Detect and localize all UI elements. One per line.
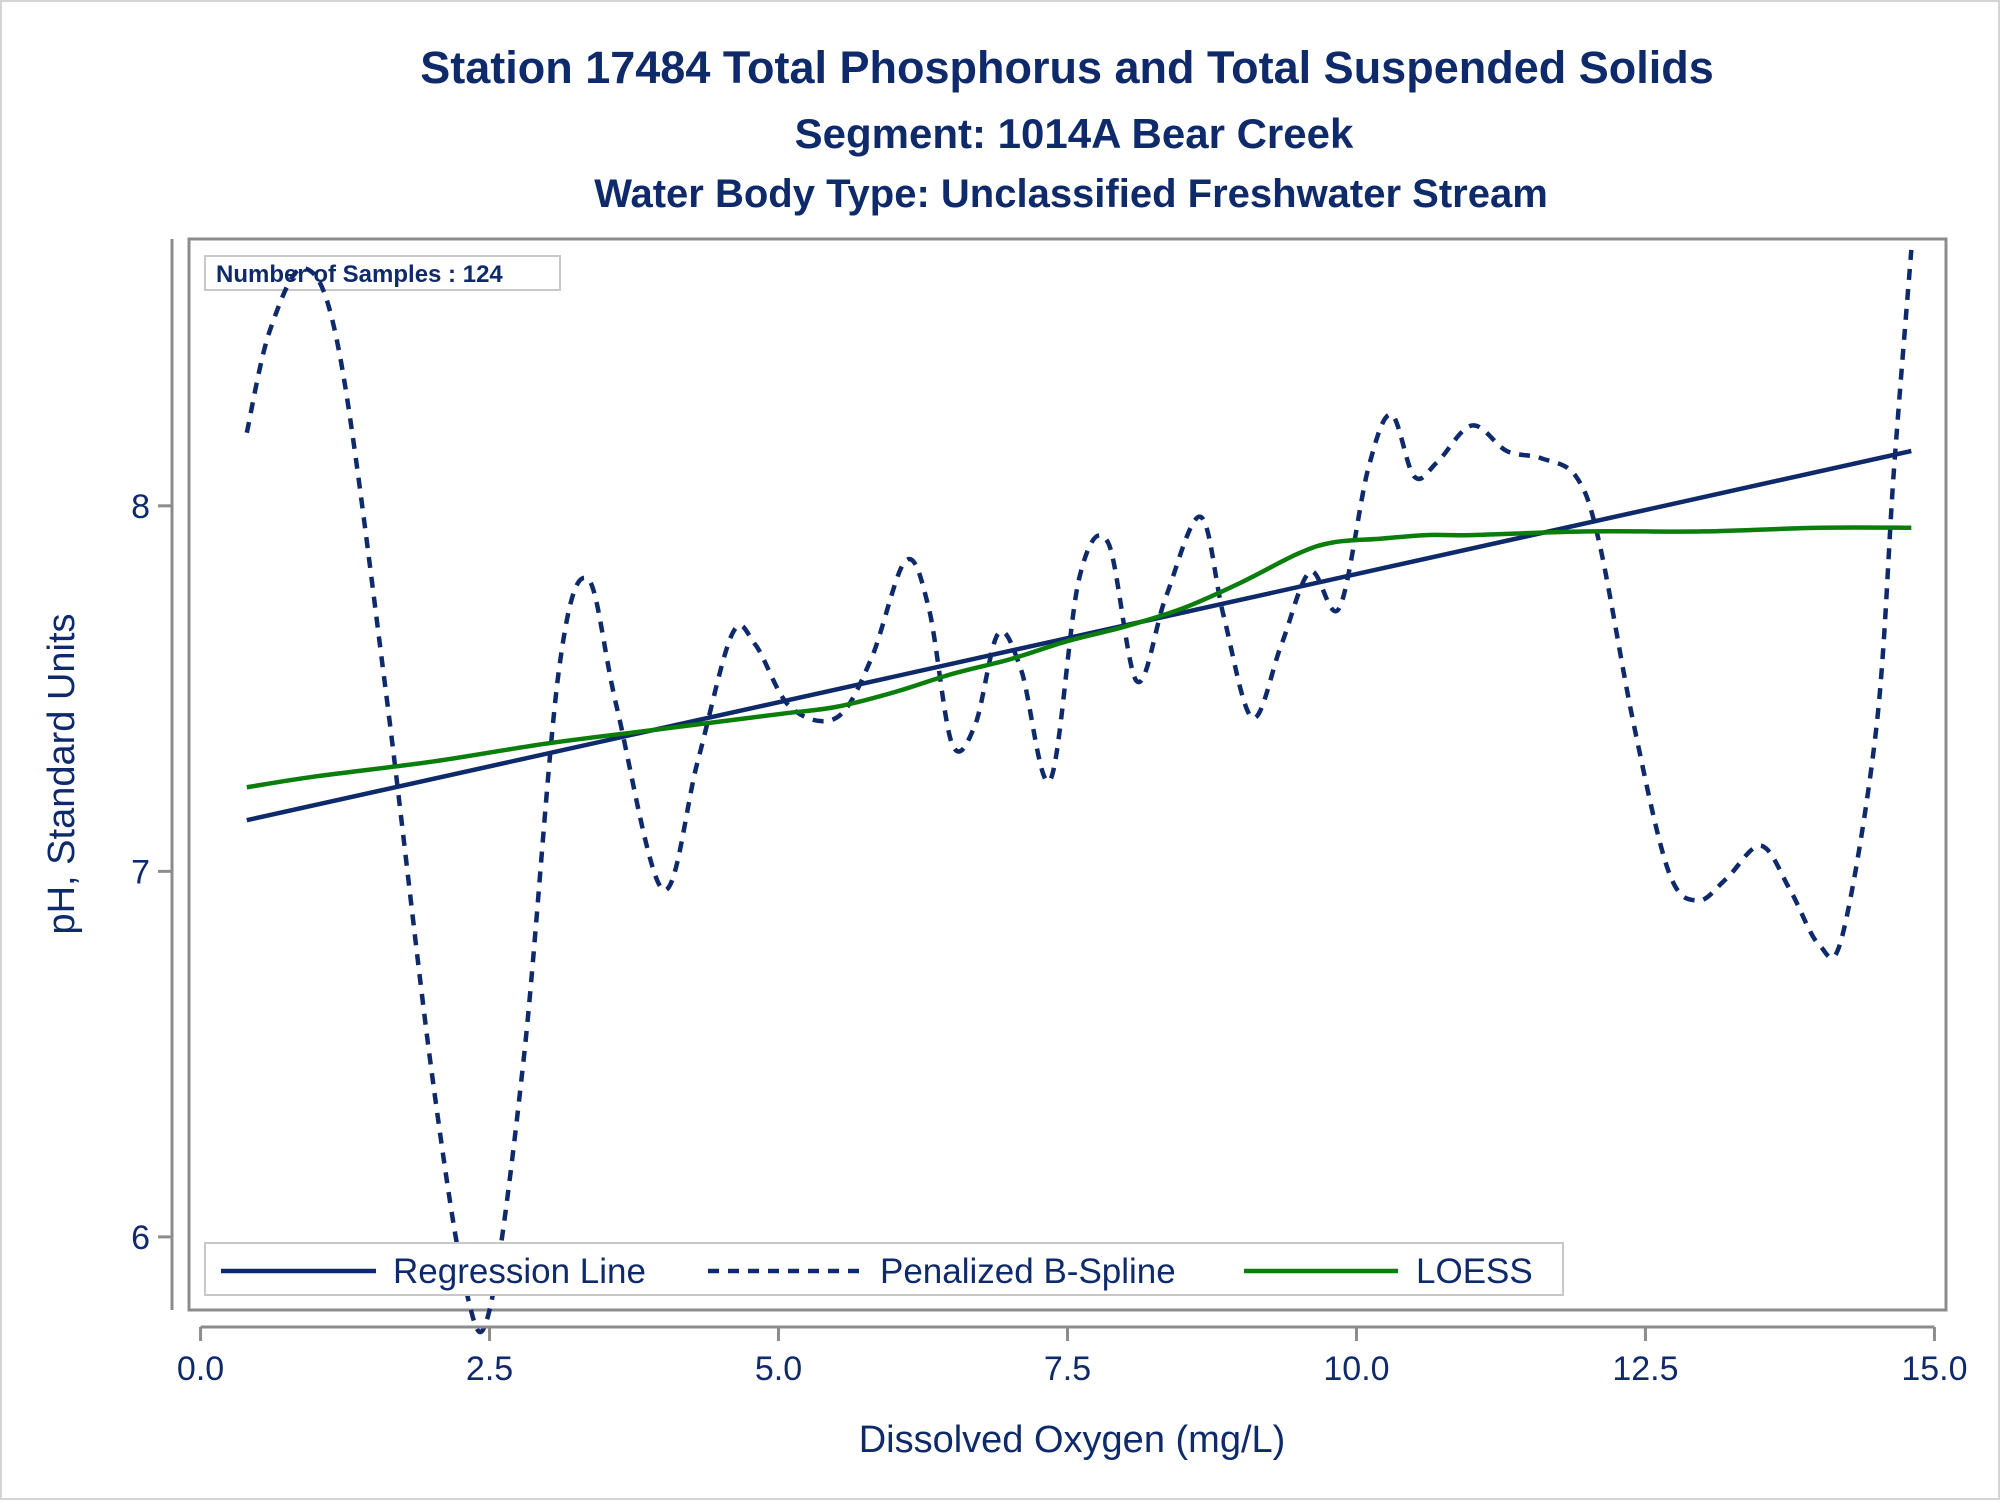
x-axis-label: Dissolved Oxygen (mg/L) [859,1419,1286,1461]
series-layer [244,249,1914,1335]
plot-area-border [187,237,1948,1312]
inset-box [204,255,561,291]
x-tick-label: 12.5 [1612,1350,1678,1388]
y-tick-label: 8 [131,488,150,526]
x-tick-label: 0.0 [177,1350,224,1388]
y-tick-label: 6 [131,1219,150,1257]
chart-subtitle-segment: Segment: 1014A Bear Creek [795,110,1354,157]
legend-items: Regression Line Penalized B-Spline LOESS [221,1252,1533,1291]
x-tick-label: 10.0 [1323,1350,1389,1388]
axis-layer: 0.0 2.5 5.0 7.5 10.0 12.5 15.0 6 7 8 [131,239,1968,1388]
x-tick-label: 15.0 [1901,1350,1967,1388]
chart-subtitle-waterbody: Water Body Type: Unclassified Freshwater… [594,172,1548,216]
x-tick-label: 7.5 [1044,1350,1091,1388]
penalized-b-spline-series [244,249,1914,1335]
x-tick-label: 2.5 [466,1350,513,1388]
loess-series [246,525,1912,790]
legend-label-regression-line: Regression Line [393,1252,646,1291]
legend-label-loess: LOESS [1416,1252,1533,1291]
legend-label-penalized-b-spline: Penalized B-Spline [880,1252,1176,1291]
y-tick-label: 7 [131,853,150,891]
number-of-samples-inset: Number of Samples : 124 [204,255,561,291]
legend: Regression Line Penalized B-Spline LOESS [204,1242,1564,1296]
regression-line-series [246,448,1912,823]
y-axis-label: pH, Standard Units [41,613,83,934]
inset-label: Number of Samples : 124 [216,261,503,288]
chart-title: Station 17484 Total Phosphorus and Total… [420,42,1714,93]
x-tick-label: 5.0 [755,1350,802,1388]
